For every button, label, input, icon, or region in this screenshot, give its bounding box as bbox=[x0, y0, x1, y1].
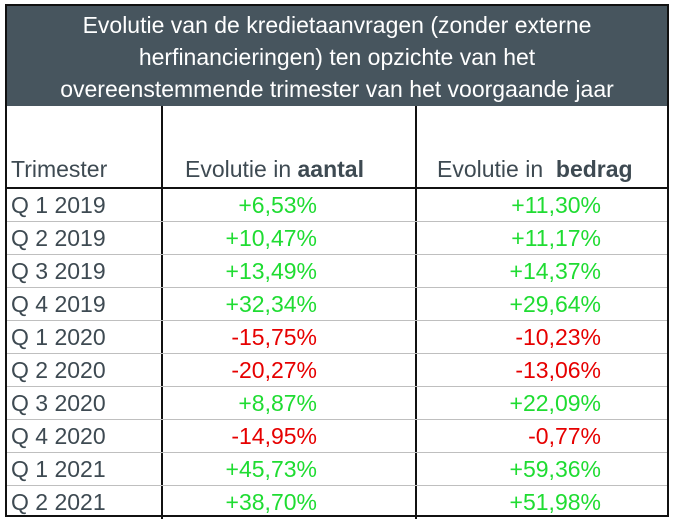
header-trimester: Trimester bbox=[11, 156, 108, 182]
column-divider bbox=[161, 486, 163, 519]
cell-aantal: +38,70% bbox=[225, 489, 317, 515]
cell-trimester: Q 1 2021 bbox=[11, 456, 106, 482]
column-divider bbox=[415, 486, 417, 519]
cell-trimester: Q 2 2021 bbox=[11, 489, 106, 515]
header-bedrag-prefix: Evolutie in bbox=[437, 156, 556, 182]
cell-bedrag: +29,64% bbox=[509, 291, 601, 317]
title-line-1: Evolutie van de kredietaanvragen (zonder… bbox=[82, 12, 592, 38]
cell-aantal: +10,47% bbox=[225, 225, 317, 251]
table-row: Q 3 2019 +13,49% +14,37% bbox=[7, 255, 667, 288]
table-row: Q 2 2021 +38,70% +51,98% bbox=[7, 486, 667, 519]
cell-aantal: +13,49% bbox=[225, 258, 317, 284]
cell-aantal: +8,87% bbox=[238, 390, 317, 416]
cell-aantal: +6,53% bbox=[238, 192, 317, 218]
title-line-2: herfinancieringen) ten opzichte van het bbox=[138, 44, 536, 70]
cell-aantal: -14,95% bbox=[231, 423, 317, 449]
cell-trimester: Q 4 2020 bbox=[11, 423, 106, 449]
cell-aantal: +45,73% bbox=[225, 456, 317, 482]
column-divider bbox=[415, 420, 417, 452]
cell-trimester: Q 3 2020 bbox=[11, 390, 106, 416]
cell-bedrag: -13,06% bbox=[515, 357, 601, 383]
table-row: Q 4 2019 +32,34% +29,64% bbox=[7, 288, 667, 321]
cell-aantal: -15,75% bbox=[231, 324, 317, 350]
column-divider bbox=[415, 255, 417, 287]
title-line-3: overeenstemmende trimester van het voorg… bbox=[60, 76, 614, 102]
cell-bedrag: +11,17% bbox=[511, 225, 601, 251]
column-divider bbox=[161, 189, 163, 221]
cell-bedrag: +51,98% bbox=[509, 489, 601, 515]
cell-trimester: Q 2 2019 bbox=[11, 225, 106, 251]
table-row: Q 2 2019 +10,47% +11,17% bbox=[7, 222, 667, 255]
cell-bedrag: +59,36% bbox=[509, 456, 601, 482]
header-aantal-prefix: Evolutie in bbox=[185, 156, 298, 182]
table-row: Q 4 2020 -14,95% -0,77% bbox=[7, 420, 667, 453]
column-divider bbox=[415, 387, 417, 419]
table-row: Q 3 2020 +8,87% +22,09% bbox=[7, 387, 667, 420]
cell-trimester: Q 1 2019 bbox=[11, 192, 106, 218]
cell-bedrag: -0,77% bbox=[528, 423, 601, 449]
cell-trimester: Q 3 2019 bbox=[11, 258, 106, 284]
cell-trimester: Q 1 2020 bbox=[11, 324, 106, 350]
column-divider bbox=[415, 354, 417, 386]
cell-trimester: Q 2 2020 bbox=[11, 357, 106, 383]
column-divider bbox=[161, 453, 163, 485]
cell-bedrag: +14,37% bbox=[509, 258, 601, 284]
table-row: Q 1 2019 +6,53% +11,30% bbox=[7, 189, 667, 222]
cell-bedrag: +11,30% bbox=[511, 192, 601, 218]
table-title: Evolutie van de kredietaanvragen (zonder… bbox=[7, 6, 667, 106]
column-divider bbox=[161, 354, 163, 386]
table-row: Q 1 2020 -15,75% -10,23% bbox=[7, 321, 667, 354]
cell-aantal: -20,27% bbox=[231, 357, 317, 383]
column-divider bbox=[415, 288, 417, 320]
column-divider bbox=[161, 222, 163, 254]
cell-aantal: +32,34% bbox=[225, 291, 317, 317]
table-body: Q 1 2019 +6,53% +11,30% Q 2 2019 +10,47% +11,… bbox=[7, 189, 667, 519]
table-row: Q 1 2021 +45,73% +59,36% bbox=[7, 453, 667, 486]
header-bedrag-bold: bedrag bbox=[555, 156, 633, 182]
column-divider bbox=[415, 106, 417, 187]
header-bedrag: Evolutie in bedrag bbox=[437, 156, 677, 183]
column-divider bbox=[415, 189, 417, 221]
column-divider bbox=[161, 387, 163, 419]
cell-bedrag: -10,23% bbox=[515, 324, 601, 350]
column-divider bbox=[161, 420, 163, 452]
header-aantal: Evolutie in aantal bbox=[185, 156, 425, 183]
column-divider bbox=[161, 288, 163, 320]
header-aantal-bold: aantal bbox=[297, 156, 364, 182]
column-divider bbox=[415, 453, 417, 485]
header-row: Trimester Evolutie in aantal Evolutie in… bbox=[7, 106, 667, 189]
column-divider bbox=[161, 255, 163, 287]
column-divider bbox=[415, 222, 417, 254]
column-divider bbox=[161, 106, 163, 187]
credit-evolution-table: Evolutie van de kredietaanvragen (zonder… bbox=[5, 4, 669, 519]
column-divider bbox=[415, 321, 417, 353]
cell-trimester: Q 4 2019 bbox=[11, 291, 106, 317]
cell-bedrag: +22,09% bbox=[509, 390, 601, 416]
table-row: Q 2 2020 -20,27% -13,06% bbox=[7, 354, 667, 387]
column-divider bbox=[161, 321, 163, 353]
